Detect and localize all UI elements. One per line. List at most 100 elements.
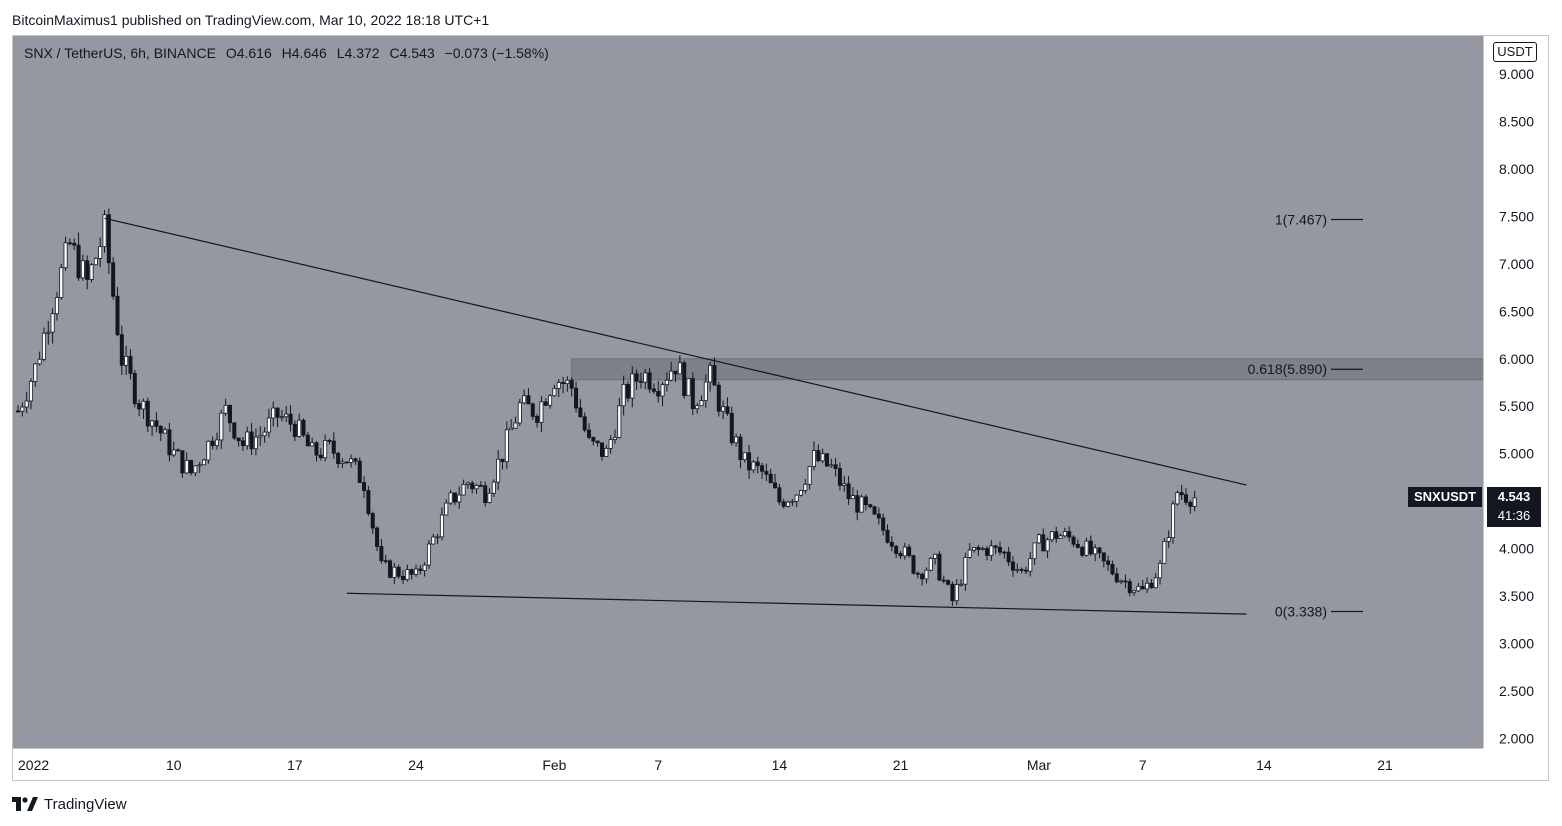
candle-body bbox=[660, 384, 665, 397]
candle-body bbox=[768, 473, 773, 484]
footer-branding[interactable]: TradingView bbox=[12, 793, 127, 815]
time-tick-label: 17 bbox=[287, 757, 303, 773]
candle-body bbox=[816, 450, 821, 462]
candle-body bbox=[63, 242, 68, 269]
candle-body bbox=[1045, 539, 1050, 552]
candle-body bbox=[798, 490, 803, 496]
time-axis[interactable]: 2022 10 17 24 Feb 7 14 21 Mar 7 14 21 bbox=[13, 748, 1483, 780]
candle-body bbox=[677, 362, 682, 375]
candle-body bbox=[1149, 582, 1154, 589]
candle-body bbox=[517, 402, 522, 424]
candle-body bbox=[699, 400, 704, 407]
candle-body bbox=[362, 482, 367, 491]
price-chart-svg[interactable]: 1(7.467) 0.618(5.890) 0(3.338) bbox=[13, 36, 1507, 748]
candle-body bbox=[336, 452, 341, 464]
currency-badge[interactable]: USDT bbox=[1493, 42, 1537, 62]
candle-body bbox=[721, 406, 726, 412]
price-tick-label: 5.500 bbox=[1499, 398, 1534, 414]
candle-body bbox=[491, 481, 496, 494]
candle-body bbox=[189, 459, 194, 474]
candle-body bbox=[578, 407, 583, 418]
candle-body bbox=[643, 372, 648, 383]
candle-body bbox=[388, 560, 393, 578]
candle-body bbox=[370, 513, 375, 529]
price-axis[interactable]: 9.000 8.500 8.000 7.500 7.000 6.500 6.000 5.500… bbox=[1483, 36, 1548, 748]
candle-body bbox=[915, 572, 920, 575]
candle-body bbox=[102, 214, 107, 248]
candle-body bbox=[163, 429, 168, 434]
candle-body bbox=[1023, 569, 1028, 572]
candle-body bbox=[548, 395, 553, 406]
candle-body bbox=[539, 401, 544, 423]
candle-body bbox=[669, 370, 674, 381]
low-label: L bbox=[336, 45, 345, 61]
chart-plot-area[interactable]: 1(7.467) 0.618(5.890) 0(3.338) bbox=[13, 36, 1507, 748]
candle-body bbox=[1119, 580, 1124, 583]
price-tick-label: 8.000 bbox=[1499, 161, 1534, 177]
candle-body bbox=[292, 423, 297, 437]
candle-body bbox=[193, 465, 198, 474]
candle-body bbox=[457, 494, 462, 503]
support-line[interactable] bbox=[346, 592, 1247, 615]
candle-body bbox=[617, 405, 622, 438]
ohlc-legend: SNX / TetherUS, 6h, BINANCE O4.616 H4.64… bbox=[24, 44, 549, 62]
candle-body bbox=[954, 584, 959, 602]
candle-body bbox=[837, 468, 842, 486]
candle-body bbox=[963, 557, 968, 585]
candle-body bbox=[76, 244, 81, 279]
candle-body bbox=[93, 257, 98, 266]
candle-body bbox=[842, 483, 847, 486]
candle-body bbox=[885, 529, 890, 543]
candle-body bbox=[647, 372, 652, 390]
candle-body bbox=[1179, 492, 1184, 496]
candle-body bbox=[1132, 590, 1137, 594]
candle-body bbox=[392, 566, 397, 578]
candle-body bbox=[513, 422, 518, 429]
candle-body bbox=[985, 548, 990, 556]
price-tick-label: 4.000 bbox=[1499, 541, 1534, 557]
candle-body bbox=[297, 419, 302, 437]
candle-body bbox=[158, 425, 163, 434]
candle-body bbox=[1123, 580, 1128, 583]
candle-body bbox=[59, 267, 64, 298]
candle-body bbox=[747, 452, 752, 471]
candle-body bbox=[128, 355, 133, 374]
candles bbox=[16, 208, 1197, 606]
candle-body bbox=[1110, 563, 1115, 575]
price-tick-label: 5.000 bbox=[1499, 446, 1534, 462]
candle-body bbox=[67, 242, 72, 245]
candle-body bbox=[240, 440, 245, 447]
candle-body bbox=[132, 372, 137, 405]
candle-body bbox=[50, 313, 55, 333]
price-tick-label: 2.500 bbox=[1499, 683, 1534, 699]
candle-body bbox=[28, 380, 33, 402]
time-tick-label: 7 bbox=[654, 757, 662, 773]
candle-body bbox=[734, 436, 739, 444]
candle-body bbox=[1162, 541, 1167, 564]
price-tick-label: 7.500 bbox=[1499, 208, 1534, 224]
candle-body bbox=[604, 447, 609, 457]
candle-body bbox=[435, 536, 440, 539]
candle-body bbox=[872, 506, 877, 515]
candle-body bbox=[656, 390, 661, 397]
time-tick-label: 21 bbox=[1377, 757, 1393, 773]
price-tick-label: 3.500 bbox=[1499, 588, 1534, 604]
candle-body bbox=[184, 459, 189, 474]
candle-body bbox=[587, 429, 592, 438]
candle-body bbox=[1058, 535, 1063, 539]
candle-body bbox=[833, 464, 838, 469]
candle-body bbox=[764, 470, 769, 475]
descending-resistance-line[interactable] bbox=[104, 217, 1247, 486]
candle-body bbox=[682, 362, 687, 397]
candle-body bbox=[651, 388, 656, 392]
time-tick-label: 21 bbox=[893, 757, 909, 773]
candle-body bbox=[1019, 568, 1024, 571]
candle-body bbox=[993, 545, 998, 548]
candle-body bbox=[167, 429, 172, 456]
candle-body bbox=[448, 492, 453, 504]
candle-body bbox=[115, 295, 120, 336]
candle-body bbox=[530, 403, 535, 417]
candle-body bbox=[509, 427, 514, 431]
symbol-title[interactable]: SNX / TetherUS, 6h, BINANCE bbox=[24, 45, 216, 61]
candle-body bbox=[876, 513, 881, 519]
